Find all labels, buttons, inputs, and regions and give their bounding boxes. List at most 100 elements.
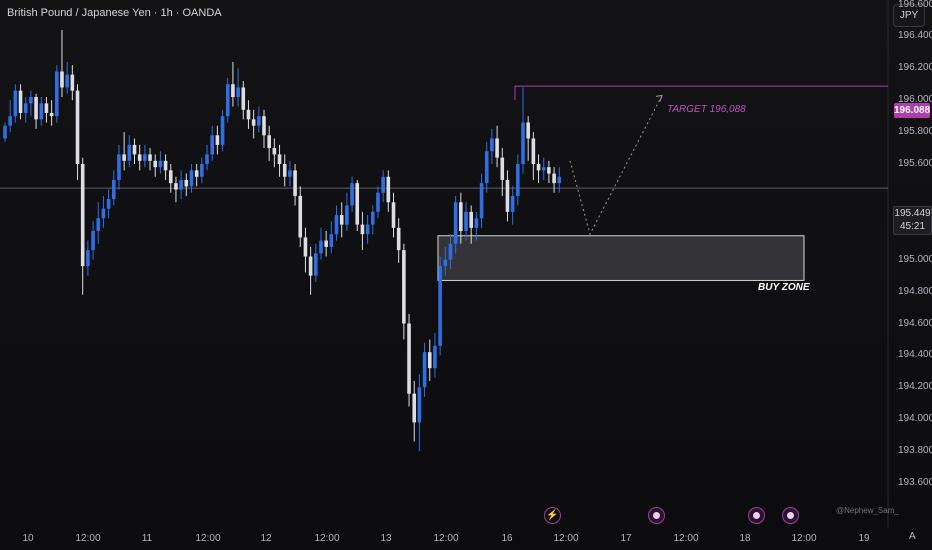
candle-body — [495, 138, 499, 158]
time-tick-label: 12:00 — [791, 533, 817, 544]
price-tick-label: 194.000 — [898, 413, 932, 425]
time-tick-label: 12:00 — [433, 533, 459, 544]
candle-body — [526, 122, 530, 139]
candle-body — [350, 183, 354, 206]
candle-body — [174, 183, 178, 190]
candle-body — [381, 176, 385, 193]
candle-body — [179, 179, 183, 190]
candle-body — [39, 103, 44, 120]
time-tick-label: 12:00 — [314, 533, 340, 544]
time-tick-label: 16 — [501, 533, 513, 544]
candle-body — [427, 352, 432, 369]
candle-body — [143, 154, 147, 161]
candle-body — [422, 352, 427, 388]
candle-body — [516, 164, 520, 196]
candle-body — [433, 345, 437, 369]
candle-body — [137, 154, 142, 161]
candle-body — [448, 243, 453, 260]
candle-body — [132, 144, 137, 155]
candle-body — [453, 202, 458, 244]
buy-zone-label: BUY ZONE — [758, 282, 810, 293]
candle-body — [205, 154, 209, 164]
candle-body — [210, 135, 214, 155]
candle-body — [360, 224, 365, 235]
earnings-icon[interactable] — [782, 507, 799, 524]
time-tick-label: 12:00 — [553, 533, 579, 544]
candle-body — [370, 211, 375, 225]
price-tick-label: 195.800 — [898, 126, 932, 138]
current-price-value: 195.449 — [894, 208, 931, 219]
candle-body — [282, 164, 287, 177]
candle-body — [215, 135, 220, 145]
candle-body — [396, 227, 401, 251]
earnings-icon-glyph — [787, 512, 794, 519]
candle-body — [329, 234, 334, 247]
candle-body — [541, 167, 546, 171]
candle-body — [552, 173, 556, 184]
candle-body — [23, 103, 28, 113]
candle-body — [262, 116, 266, 136]
candle-body — [148, 154, 152, 161]
candle-body — [345, 205, 349, 225]
candle-body — [44, 103, 49, 113]
candle-body — [386, 176, 391, 203]
candle-body — [3, 125, 7, 139]
candle-body — [412, 393, 417, 423]
dividend-icon[interactable] — [648, 507, 665, 524]
candle-body — [55, 71, 59, 117]
price-tick-label: 194.600 — [898, 317, 932, 329]
candle-body — [241, 87, 246, 110]
time-tick-label: 19 — [858, 533, 870, 544]
price-tick-label: 195.600 — [898, 158, 932, 169]
candle-body — [469, 211, 473, 228]
price-tick-label: 193.600 — [898, 477, 932, 488]
candle-body — [220, 116, 225, 145]
candle-body — [402, 250, 406, 324]
candle-body — [8, 116, 12, 126]
candle-body — [417, 387, 422, 423]
candle-body — [272, 148, 277, 155]
candle-body — [194, 170, 199, 177]
candle-body — [49, 112, 54, 117]
candle-body — [267, 135, 271, 149]
bolt-icon[interactable]: ⚡ — [544, 507, 561, 524]
candle-body — [355, 183, 360, 225]
candle-body — [303, 237, 308, 257]
candle-body — [96, 218, 101, 231]
candle-body — [75, 90, 80, 164]
candle-body — [13, 90, 18, 117]
time-tick-label: 12:00 — [673, 533, 699, 544]
candle-body — [319, 240, 323, 254]
buy-zone-box — [437, 235, 805, 281]
price-tick-label: 194.400 — [898, 349, 932, 361]
time-tick-label: 17 — [620, 533, 632, 544]
candle-body — [86, 250, 90, 267]
price-tick-label: 196.600 — [898, 0, 932, 10]
candle-body — [521, 122, 525, 164]
candle-body — [184, 179, 189, 187]
candle-body — [257, 116, 261, 126]
candle-body — [407, 323, 411, 394]
candle-body — [464, 211, 468, 231]
candle-body — [293, 170, 297, 196]
candle-body — [547, 167, 551, 174]
candle-body — [298, 195, 303, 238]
candle-body — [324, 240, 328, 247]
target-price-tag: 196.088 — [894, 103, 931, 118]
candle-body — [101, 208, 106, 219]
price-tick-label: 195.000 — [898, 253, 932, 265]
candle-body — [557, 176, 562, 184]
dividend-icon[interactable] — [748, 507, 765, 524]
candle-body — [484, 151, 489, 184]
candle-body — [189, 170, 194, 187]
currency-button[interactable]: JPY — [893, 4, 925, 27]
auto-scale-button[interactable]: A — [909, 531, 916, 542]
candle-body — [443, 259, 448, 267]
candle-body — [106, 199, 111, 209]
candle-body — [200, 164, 204, 177]
price-tick-label: 196.200 — [898, 62, 932, 74]
candle-body — [339, 215, 344, 225]
dividend-icon-glyph — [653, 512, 660, 519]
